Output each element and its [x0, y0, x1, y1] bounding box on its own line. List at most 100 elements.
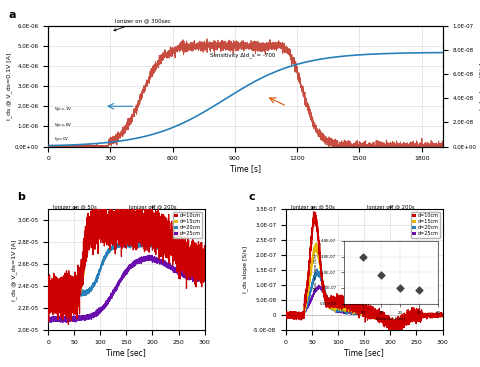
- d=15cm: [201, 262, 207, 267]
- d=15cm: [104, 232, 110, 237]
- d=20cm: [201, 255, 207, 259]
- d=10cm: [311, 210, 316, 214]
- Legend: d=10cm, d=15cm, d=20cm, d=25cm: d=10cm, d=15cm, d=20cm, d=25cm: [173, 212, 202, 238]
- Text: c: c: [248, 192, 254, 202]
- d=10cm: [321, 287, 326, 292]
- Legend: d=10cm, d=15cm, d=20cm, d=25cm: d=10cm, d=15cm, d=20cm, d=25cm: [410, 212, 439, 238]
- X-axis label: Time [sec]: Time [sec]: [344, 348, 384, 357]
- Text: Ionizer on @ 50s: Ionizer on @ 50s: [53, 204, 97, 210]
- d=10cm: [341, 302, 347, 306]
- d=20cm: [104, 251, 110, 256]
- d=10cm: [200, 258, 206, 262]
- d=10cm: [352, 303, 358, 307]
- d=25cm: [104, 301, 110, 305]
- d=10cm: [201, 244, 207, 248]
- Line: d=25cm: d=25cm: [48, 255, 204, 323]
- d=15cm: [82, 266, 87, 270]
- d=10cm: [115, 228, 121, 232]
- d=20cm: [70, 295, 75, 300]
- d=20cm: [141, 239, 146, 243]
- d=20cm: [314, 267, 320, 271]
- Line: d=20cm: d=20cm: [286, 269, 442, 326]
- Text: $V_{gs}$=-1V: $V_{gs}$=-1V: [54, 105, 73, 114]
- d=10cm: [83, 242, 89, 246]
- d=25cm: [389, 321, 395, 326]
- Text: Sensitivity ΔId_s = -700: Sensitivity ΔId_s = -700: [210, 52, 275, 58]
- d=15cm: [83, 253, 89, 258]
- d=10cm: [139, 196, 144, 200]
- d=25cm: [319, 287, 324, 292]
- d=10cm: [45, 292, 51, 297]
- d=10cm: [319, 281, 324, 286]
- d=15cm: [82, 258, 88, 263]
- d=25cm: [201, 277, 207, 281]
- d=20cm: [438, 313, 444, 317]
- d=10cm: [82, 236, 87, 240]
- d=15cm: [319, 278, 324, 283]
- Text: Ionizer on @ 50s: Ionizer on @ 50s: [290, 204, 335, 210]
- Text: $I_{gs}$=0V: $I_{gs}$=0V: [54, 135, 70, 144]
- d=20cm: [319, 280, 324, 284]
- d=20cm: [82, 291, 88, 295]
- d=20cm: [115, 244, 121, 249]
- Line: d=25cm: d=25cm: [286, 285, 442, 323]
- Text: $V_{gs}$=-6V: $V_{gs}$=-6V: [54, 121, 73, 130]
- Line: d=10cm: d=10cm: [286, 212, 442, 333]
- d=20cm: [320, 285, 325, 289]
- d=15cm: [320, 283, 325, 287]
- d=10cm: [320, 286, 325, 290]
- d=10cm: [439, 312, 444, 317]
- d=25cm: [82, 315, 88, 319]
- d=20cm: [439, 313, 444, 317]
- d=15cm: [439, 313, 444, 318]
- d=20cm: [392, 324, 397, 328]
- d=10cm: [438, 313, 444, 317]
- Y-axis label: I_ds slope [S/s]: I_ds slope [S/s]: [478, 62, 480, 110]
- d=25cm: [341, 308, 347, 313]
- d=15cm: [200, 261, 206, 266]
- Y-axis label: I_ds @ V_ds=0.1V [A]: I_ds @ V_ds=0.1V [A]: [6, 52, 12, 120]
- d=25cm: [82, 314, 87, 319]
- d=25cm: [439, 313, 444, 317]
- Line: d=20cm: d=20cm: [48, 241, 204, 298]
- d=20cm: [82, 291, 87, 295]
- d=25cm: [438, 313, 444, 317]
- Text: Ionizer on @ 300sec: Ionizer on @ 300sec: [114, 18, 170, 31]
- d=15cm: [352, 311, 358, 315]
- d=15cm: [313, 241, 319, 245]
- d=25cm: [146, 253, 152, 257]
- d=25cm: [45, 317, 51, 321]
- d=25cm: [321, 290, 326, 294]
- Text: a: a: [9, 10, 16, 21]
- d=15cm: [438, 315, 444, 319]
- d=20cm: [352, 309, 358, 313]
- d=25cm: [315, 283, 321, 287]
- d=15cm: [66, 298, 72, 303]
- Text: Ionizer off @ 200s: Ionizer off @ 200s: [366, 204, 414, 210]
- d=10cm: [104, 234, 110, 239]
- d=15cm: [283, 312, 288, 316]
- d=25cm: [320, 289, 325, 294]
- Y-axis label: I_ds slope [S/s]: I_ds slope [S/s]: [242, 246, 248, 294]
- d=25cm: [283, 314, 288, 318]
- X-axis label: Time [s]: Time [s]: [229, 164, 260, 173]
- d=15cm: [321, 289, 326, 294]
- d=20cm: [45, 292, 51, 297]
- Line: d=10cm: d=10cm: [48, 198, 204, 324]
- d=25cm: [200, 277, 206, 281]
- d=20cm: [283, 313, 288, 317]
- d=15cm: [45, 293, 51, 298]
- d=20cm: [321, 286, 326, 291]
- d=15cm: [391, 328, 397, 333]
- d=20cm: [200, 255, 206, 259]
- d=25cm: [352, 311, 358, 315]
- d=10cm: [283, 311, 288, 315]
- d=15cm: [93, 229, 98, 233]
- d=20cm: [83, 290, 89, 295]
- d=10cm: [390, 331, 396, 335]
- Y-axis label: I_ds @ V_ds=1V [A]: I_ds @ V_ds=1V [A]: [11, 239, 17, 301]
- d=15cm: [341, 304, 347, 308]
- d=25cm: [83, 315, 89, 319]
- Text: Ionizer off @ 200s: Ionizer off @ 200s: [129, 204, 176, 210]
- d=20cm: [341, 306, 347, 311]
